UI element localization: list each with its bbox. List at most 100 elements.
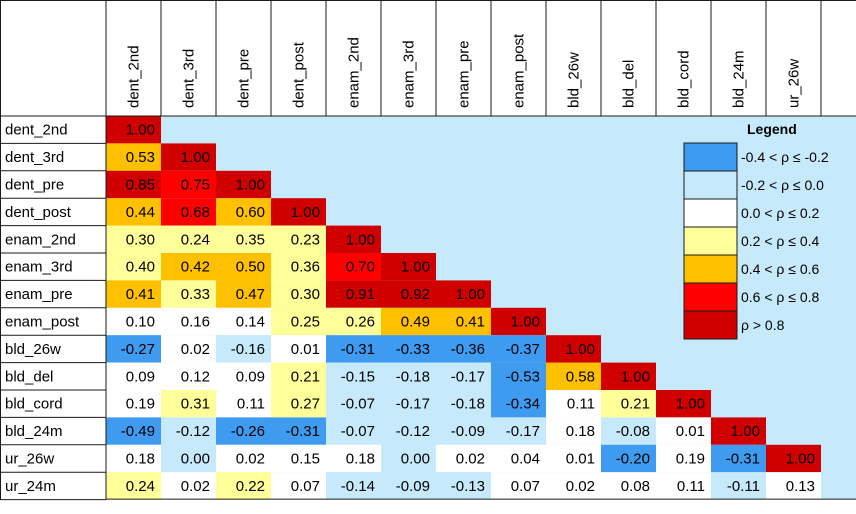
- heatmap-cell: [106, 253, 161, 281]
- heatmap-cell: [546, 444, 601, 473]
- heatmap-cell: [216, 335, 271, 363]
- legend-swatch: [683, 198, 738, 228]
- heatmap-cell: [766, 444, 821, 473]
- cell-value-label: 0.02: [236, 451, 265, 468]
- heatmap-cell: [106, 335, 161, 363]
- cell-value-label: 0.10: [126, 314, 155, 331]
- heatmap-cell: [491, 362, 546, 390]
- heatmap-cell: [271, 280, 326, 308]
- cell-value-label: -0.14: [341, 478, 375, 495]
- cell-value-label: 0.24: [181, 231, 210, 248]
- cell-value-label: -0.49: [121, 423, 155, 440]
- heatmap-cell: [491, 444, 546, 473]
- cell-value-label: 0.01: [676, 423, 705, 440]
- cell-value-label: 0.53: [126, 149, 155, 166]
- column-label: dent_2nd: [126, 45, 143, 108]
- heatmap-cell: [161, 444, 216, 473]
- heatmap-cell: [326, 417, 381, 445]
- heatmap-cell: [381, 253, 436, 281]
- cell-value-label: 0.08: [621, 478, 650, 495]
- cell-value-label: 1.00: [236, 177, 265, 194]
- cell-value-label: 0.11: [677, 478, 705, 495]
- heatmap-cell: [216, 444, 271, 473]
- row-label: enam_pre: [5, 286, 73, 303]
- heatmap-cell: [216, 362, 271, 390]
- column-label: enam_3rd: [401, 40, 418, 108]
- cell-value-label: 0.01: [566, 451, 595, 468]
- cell-value-label: -0.12: [176, 423, 210, 440]
- heatmap-cell: [216, 307, 271, 336]
- heatmap-cell: [106, 116, 161, 144]
- heatmap-cell: [326, 225, 381, 253]
- column-label: bld_cord: [676, 50, 693, 108]
- cell-value-label: 0.18: [566, 423, 595, 440]
- cell-value-label: -0.17: [396, 396, 430, 413]
- column-label: dent_post: [291, 41, 308, 108]
- heatmap-cell: [656, 444, 711, 473]
- heatmap-cell: [491, 335, 546, 363]
- cell-value-label: -0.31: [286, 423, 320, 440]
- cell-value-label: 0.22: [236, 478, 265, 495]
- cell-value-label: 1.00: [621, 368, 650, 385]
- cell-value-label: 0.02: [456, 451, 485, 468]
- heatmap-cell: [436, 417, 491, 445]
- heatmap-cell: [381, 307, 436, 336]
- column-label: bld_26w: [566, 52, 583, 108]
- heatmap-cell: [601, 444, 656, 473]
- heatmap-cell: [216, 390, 271, 418]
- cell-value-label: 0.35: [236, 231, 265, 248]
- cell-value-label: -0.07: [341, 396, 375, 413]
- cell-value-label: -0.09: [451, 423, 485, 440]
- cell-value-label: -0.53: [506, 368, 540, 385]
- cell-value-label: -0.37: [506, 341, 540, 358]
- column-label: dent_3rd: [181, 49, 198, 108]
- row-label: enam_2nd: [5, 231, 76, 248]
- heatmap-cell: [216, 253, 271, 281]
- heatmap-cell: [106, 444, 161, 473]
- row-label: ur_26w: [5, 451, 54, 468]
- heatmap-cell: [326, 390, 381, 418]
- cell-value-label: 0.41: [126, 286, 155, 303]
- cell-value-label: 0.15: [291, 451, 320, 468]
- cell-value-label: 0.18: [126, 451, 155, 468]
- heatmap-cell: [106, 472, 161, 500]
- row-label: dent_3rd: [5, 149, 64, 166]
- legend-label: 0.2 < ρ ≤ 0.4: [741, 233, 820, 249]
- cell-value-label: 0.30: [291, 286, 320, 303]
- legend-label: 0.4 < ρ ≤ 0.6: [741, 261, 820, 277]
- legend-swatch: [683, 170, 738, 200]
- cell-value-label: 0.09: [236, 368, 265, 385]
- heatmap-cell: [381, 335, 436, 363]
- heatmap-cell: [161, 143, 216, 171]
- cell-value-label: -0.16: [231, 341, 265, 358]
- heatmap-cell: [436, 444, 491, 473]
- heatmap-cell: [436, 390, 491, 418]
- cell-value-label: -0.31: [341, 341, 375, 358]
- heatmap-cell: [601, 390, 656, 418]
- heatmap-cell: [491, 390, 546, 418]
- heatmap-cell: [106, 280, 161, 308]
- cell-value-label: 1.00: [181, 149, 210, 166]
- heatmap-cell: [271, 307, 326, 336]
- cell-value-label: 0.33: [181, 286, 210, 303]
- cell-value-label: 0.21: [621, 396, 650, 413]
- legend: Legend -0.4 < ρ ≤ -0.2 -0.2 < ρ ≤ 0.0 0.0 <…: [683, 121, 829, 340]
- legend-swatch: [683, 254, 738, 284]
- cell-value-label: 0.18: [346, 451, 375, 468]
- heatmap-cell: [326, 253, 381, 281]
- cell-value-label: 1.00: [786, 451, 815, 468]
- cell-value-label: 0.02: [181, 478, 210, 495]
- row-label: dent_pre: [5, 177, 64, 194]
- cell-value-label: 0.21: [291, 368, 320, 385]
- row-label: enam_3rd: [5, 259, 73, 276]
- cell-value-label: -0.33: [396, 341, 430, 358]
- cell-value-label: 0.07: [511, 478, 540, 495]
- heatmap-cell: [106, 362, 161, 390]
- legend-title: Legend: [747, 121, 797, 137]
- cell-value-label: 0.01: [291, 341, 320, 358]
- heatmap-cell: [161, 417, 216, 445]
- heatmap-cell: [546, 472, 601, 500]
- row-label: bld_del: [5, 368, 53, 385]
- legend-label: ρ > 0.8: [741, 317, 785, 333]
